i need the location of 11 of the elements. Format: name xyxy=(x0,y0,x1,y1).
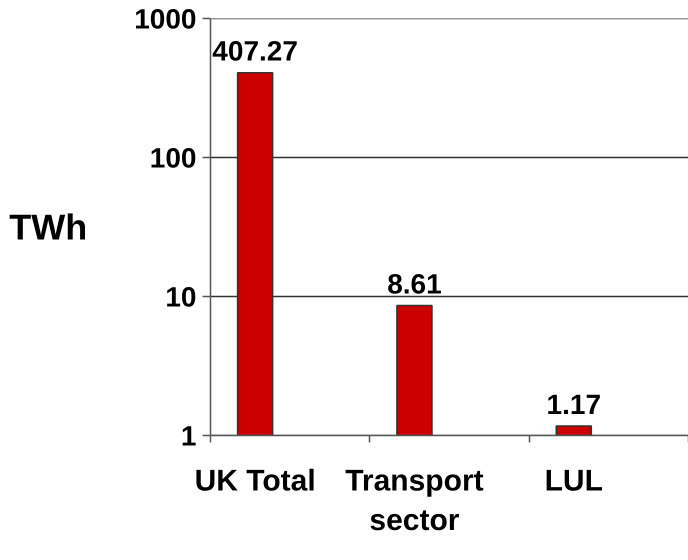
y-tick-label: 10 xyxy=(165,282,197,312)
x-tick-label: UK Total xyxy=(194,464,316,498)
data-label: 8.61 xyxy=(387,268,442,300)
y-tick-label: 1000 xyxy=(134,4,197,34)
y-tick-label: 1 xyxy=(180,420,197,452)
y-tick-label: 100 xyxy=(150,142,196,174)
y-axis-title: TWh xyxy=(9,206,88,248)
data-label: 407.27 xyxy=(212,36,298,67)
x-tick-label: LUL xyxy=(544,464,603,498)
x-tick-label: Transport sector xyxy=(345,464,484,538)
data-label: 1.17 xyxy=(546,389,602,420)
